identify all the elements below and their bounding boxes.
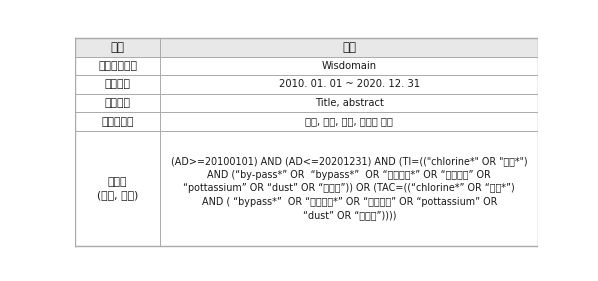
Bar — [75, 56, 160, 75]
Bar — [75, 75, 160, 94]
Text: 특허: 특허 — [342, 41, 356, 54]
Bar — [160, 56, 538, 75]
Text: Title, abstract: Title, abstract — [315, 98, 384, 108]
Bar — [75, 38, 160, 56]
Text: 한국, 미국, 유럽, 일본의 특허: 한국, 미국, 유럽, 일본의 특허 — [306, 117, 393, 126]
Bar — [160, 94, 538, 112]
Text: 검색도메인: 검색도메인 — [102, 117, 134, 126]
Text: 검색식
(미국, 유럽): 검색식 (미국, 유럽) — [97, 177, 138, 200]
Text: 2010. 01. 01 ~ 2020. 12. 31: 2010. 01. 01 ~ 2020. 12. 31 — [279, 80, 420, 89]
Text: 데이터베이스: 데이터베이스 — [98, 61, 137, 71]
Text: 검색범위: 검색범위 — [105, 98, 130, 108]
Bar — [75, 131, 160, 246]
Text: (AD>=20100101) AND (AD<=20201231) AND (TI=(("chlorine*" OR "염소*")
AND (“by-pass*: (AD>=20100101) AND (AD<=20201231) AND (T… — [171, 156, 527, 221]
Bar — [75, 94, 160, 112]
Bar — [75, 112, 160, 131]
Bar — [160, 38, 538, 56]
Bar — [160, 112, 538, 131]
Text: 구분: 구분 — [111, 41, 124, 54]
Bar — [160, 75, 538, 94]
Text: 분석구간: 분석구간 — [105, 80, 130, 89]
Text: Wisdomain: Wisdomain — [322, 61, 377, 71]
Bar — [160, 131, 538, 246]
